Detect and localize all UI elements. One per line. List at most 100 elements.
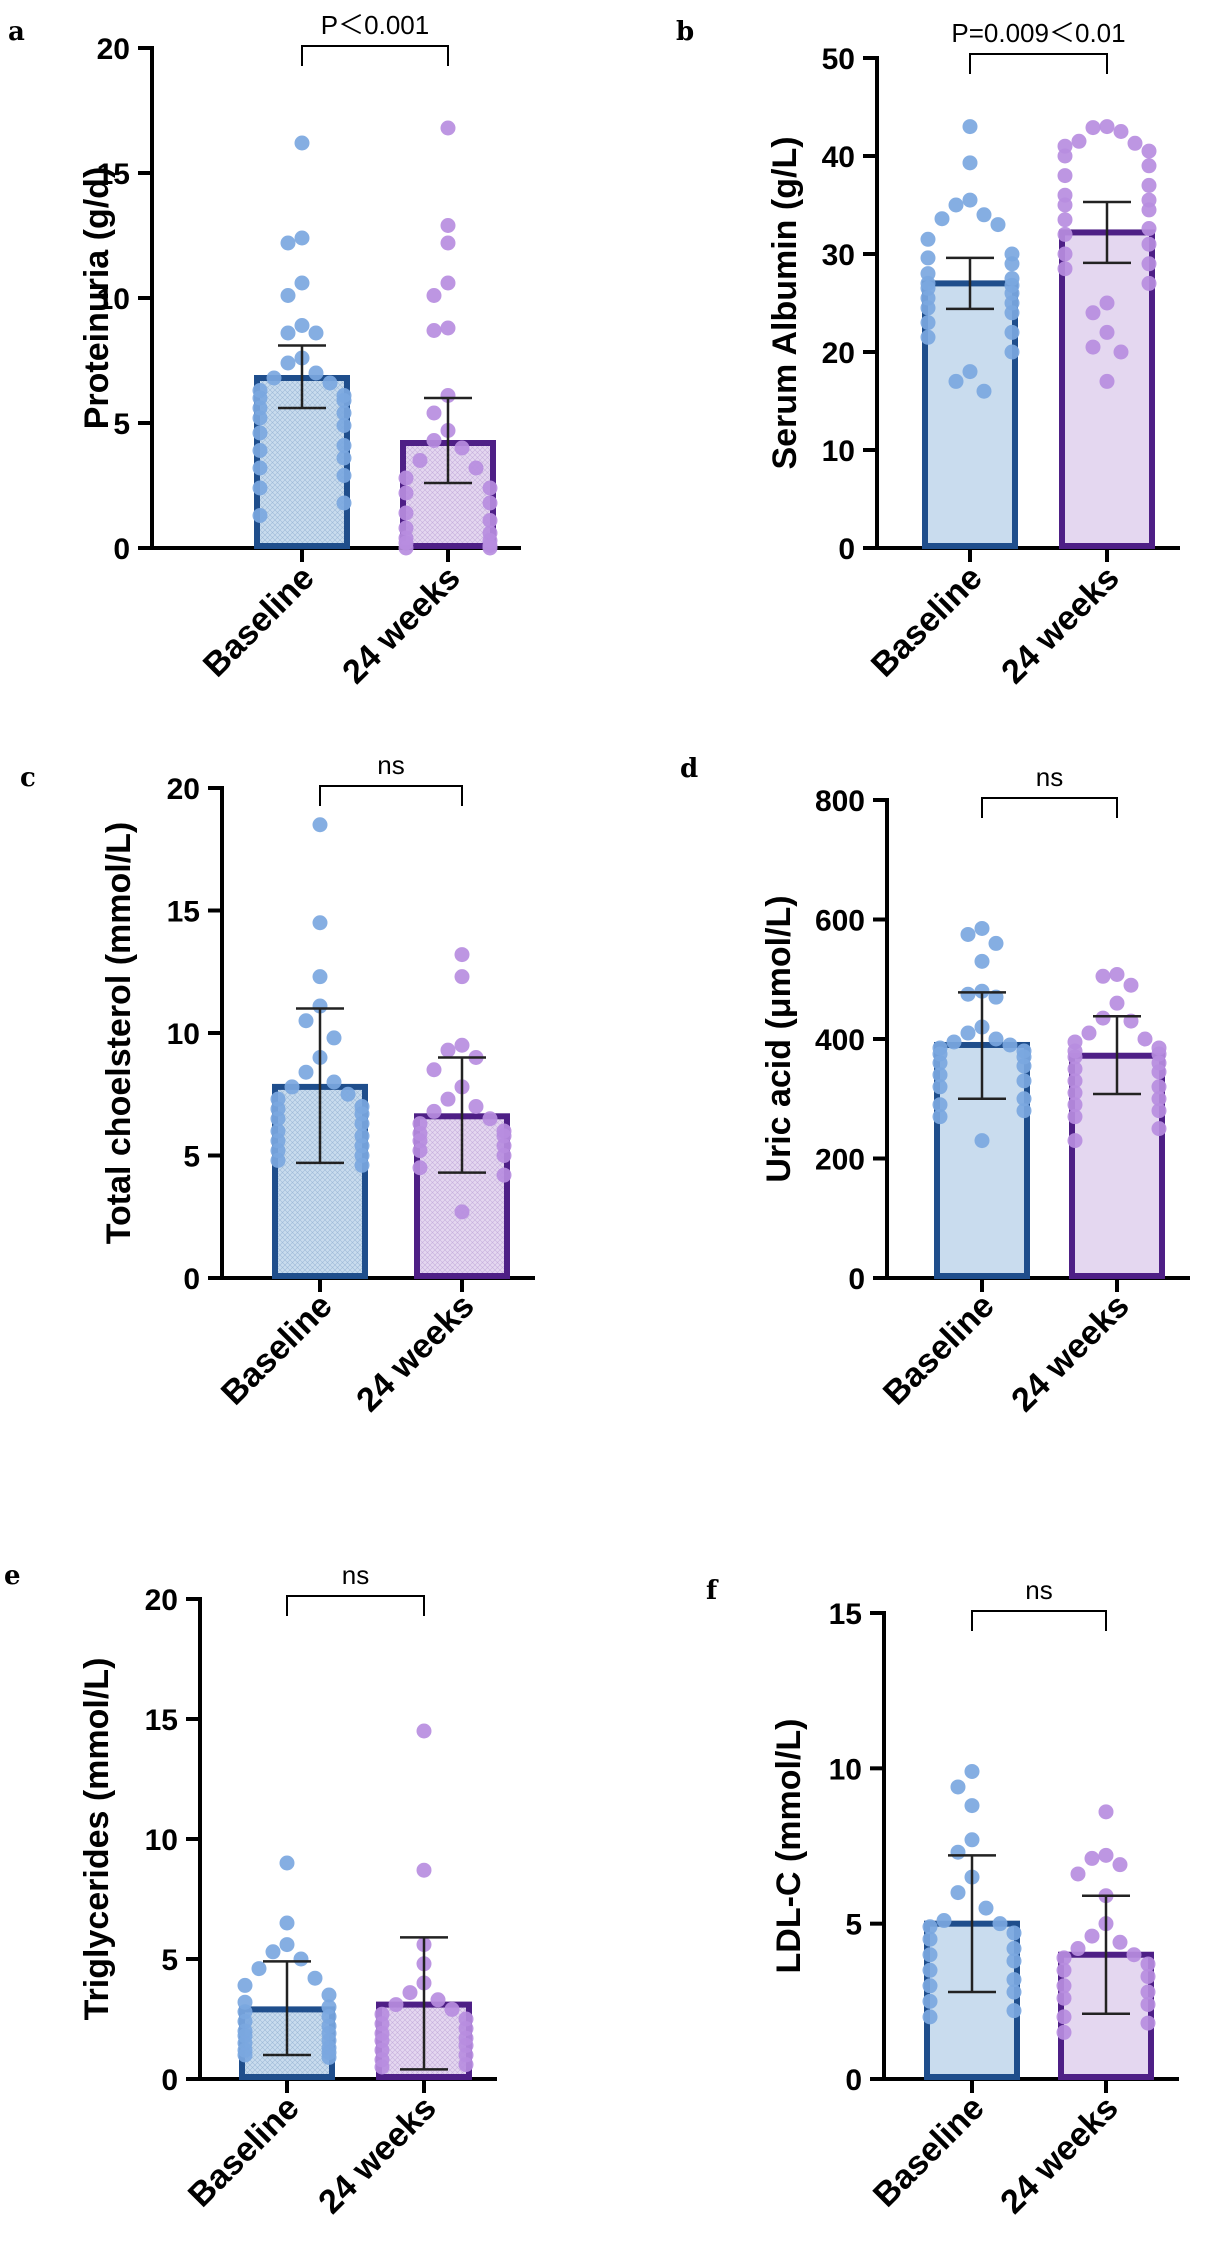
data-point [1067, 1061, 1083, 1077]
x-tick-label: 24 weeks [994, 559, 1126, 691]
data-point [1057, 212, 1073, 228]
x-tick-label: 24 weeks [349, 1287, 481, 1419]
data-point [426, 405, 442, 421]
bar-baseline [934, 1041, 1030, 1279]
data-point [1067, 1097, 1083, 1113]
data-point [336, 468, 352, 483]
data-point [932, 1067, 948, 1083]
data-point [1127, 135, 1143, 151]
y-axis-label: Uric acid (μmol/L) [760, 895, 798, 1182]
data-point [312, 969, 328, 985]
data-point [336, 393, 352, 408]
data-point [454, 1037, 470, 1053]
data-point [1057, 261, 1073, 277]
data-point [1056, 1978, 1072, 1994]
panel-letter: b [676, 17, 694, 47]
significance-bracket [971, 1610, 1107, 1631]
y-tick-label: 10 [145, 1824, 178, 1857]
data-point [934, 211, 950, 227]
data-point [1084, 1928, 1100, 1944]
data-point [1071, 133, 1087, 149]
data-point [1057, 226, 1073, 242]
data-point [1067, 1109, 1083, 1125]
data-point [326, 1030, 342, 1046]
x-tick-label: 24 weeks [1004, 1287, 1136, 1419]
data-point [454, 947, 470, 963]
data-point [440, 120, 456, 136]
data-point [1095, 1010, 1111, 1026]
data-point [308, 365, 324, 381]
data-point [237, 2047, 253, 2063]
data-point [426, 1103, 442, 1119]
x-tick-label: Baseline [866, 2089, 992, 2215]
data-point [932, 1079, 948, 1095]
y-tick-label: 15 [145, 1704, 178, 1737]
data-point [312, 915, 328, 931]
bar-24-weeks [1059, 229, 1155, 549]
data-point [1109, 966, 1125, 982]
y-axis-label: Triglycerides (mmol/L) [78, 1658, 116, 2021]
data-point [1004, 305, 1020, 321]
bar-baseline [922, 280, 1018, 549]
data-point [398, 505, 414, 521]
data-point [1151, 1103, 1167, 1119]
data-point [1057, 168, 1073, 184]
data-point [1084, 1850, 1100, 1866]
data-point [440, 275, 456, 291]
data-point [948, 373, 964, 389]
data-point [1056, 2009, 1072, 2025]
significance-bracket [981, 797, 1118, 818]
data-point [340, 1086, 356, 1102]
y-tick-label: 20 [167, 773, 200, 806]
data-point [920, 315, 936, 331]
data-point [974, 953, 990, 969]
data-point [298, 1064, 314, 1080]
y-tick-label: 40 [822, 141, 855, 174]
data-point [1098, 1804, 1114, 1820]
data-point [402, 1985, 418, 2001]
data-point [962, 364, 978, 380]
data-point [922, 1947, 938, 1963]
y-tick-label: 0 [845, 2064, 862, 2097]
data-point [1099, 324, 1115, 340]
y-tick-label: 400 [815, 1024, 865, 1057]
data-point [964, 1763, 980, 1779]
data-point [1151, 1121, 1167, 1137]
y-tick-label: 30 [822, 239, 855, 272]
data-point [398, 540, 414, 556]
y-tick-label: 800 [815, 785, 865, 818]
y-tick-label: 0 [161, 2064, 178, 2097]
data-point [458, 2057, 474, 2073]
panel-e: e 0 5 10 15 20 Triglycerides (mmol/L) Baseline 2… [4, 1560, 497, 2221]
data-point [932, 1097, 948, 1113]
data-point [920, 329, 936, 345]
data-point [1070, 1941, 1086, 1957]
data-point [1126, 1947, 1142, 1963]
data-point [962, 192, 978, 208]
data-point [922, 1919, 938, 1935]
data-point [454, 969, 470, 985]
data-point [920, 250, 936, 266]
y-tick-label: 15 [167, 896, 200, 929]
data-point [280, 325, 296, 341]
data-point [280, 235, 296, 251]
data-point [936, 1913, 952, 1929]
significance-label: P=0.009＜0.01 [951, 18, 1125, 48]
data-point [416, 1723, 432, 1739]
data-point [279, 1855, 295, 1871]
data-point [1081, 1025, 1097, 1041]
data-point [354, 1157, 370, 1173]
data-point [454, 1204, 470, 1220]
data-point [440, 218, 456, 233]
data-point [440, 1042, 456, 1058]
data-point [388, 1997, 404, 2013]
significance-label: ns [1036, 762, 1063, 792]
data-point [1057, 197, 1073, 213]
data-point [1006, 2003, 1022, 2019]
data-point [294, 230, 310, 246]
data-point [440, 235, 456, 251]
data-point [412, 453, 428, 468]
data-point [1141, 221, 1157, 237]
data-point [1113, 124, 1129, 139]
panel-letter: d [680, 754, 698, 784]
